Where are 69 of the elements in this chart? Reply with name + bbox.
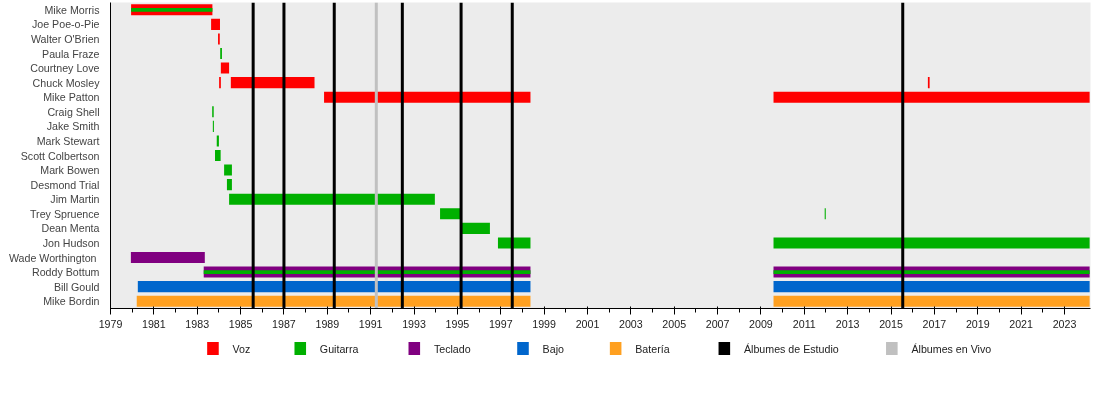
bar (773, 281, 1090, 293)
bar (773, 295, 1090, 307)
x-tick-label: 2005 (662, 317, 687, 330)
y-tick-label: Desmond Trial (30, 178, 100, 191)
y-tick-label: Jake Smith (46, 120, 100, 133)
legend-label: Guitarra (319, 342, 359, 355)
y-tick-label: Mike Patton (43, 91, 100, 104)
bar (773, 91, 1090, 103)
y-tick-label: Mike Bordin (43, 295, 100, 308)
bar (216, 135, 219, 147)
x-tick-label: 2017 (922, 317, 947, 330)
legend-label: Álbumes de Estudio (743, 342, 839, 355)
bar (226, 179, 232, 191)
y-tick-label: Jon Hudson (42, 236, 100, 249)
x-tick-label: 2009 (749, 317, 773, 330)
y-tick-label: Roddy Bottum (31, 266, 100, 279)
y-tick-label: Bill Gould (53, 280, 100, 293)
legend-label: Teclado (433, 342, 471, 355)
y-tick-label: Mark Bowen (40, 164, 100, 177)
bar (224, 164, 232, 176)
bar (324, 91, 531, 103)
x-tick-label: 2015 (879, 317, 903, 330)
x-tick-label: 2001 (575, 317, 600, 330)
x-tick-label: 1983 (185, 317, 210, 330)
y-tick-label: Wade Worthington (8, 251, 97, 264)
x-tick-label: 1981 (142, 317, 166, 330)
x-tick-label: 2021 (1009, 317, 1034, 330)
y-tick-label: Trey Spruence (30, 207, 100, 220)
y-tick-label: Paula Fraze (42, 47, 100, 60)
legend-label: Bajo (542, 342, 564, 355)
x-tick-label: 1989 (315, 317, 340, 330)
x-tick-label: 2019 (965, 317, 990, 330)
legend-label: Voz (232, 342, 251, 355)
y-tick-label: Walter O'Brien (30, 32, 100, 45)
bar (137, 281, 531, 293)
x-tick-label: 1979 (98, 317, 123, 330)
x-tick-label: 1993 (402, 317, 426, 330)
x-tick-label: 2013 (835, 317, 860, 330)
bar (230, 77, 315, 89)
x-tick-label: 2007 (705, 317, 730, 330)
bar (130, 251, 205, 264)
x-tick-label: 2003 (619, 317, 643, 330)
y-tick-label: Courtney Love (30, 62, 100, 75)
legend-label: Batería (635, 342, 670, 355)
y-tick-label: Jim Martin (50, 193, 100, 206)
y-tick-label: Chuck Mosley (32, 76, 101, 89)
x-tick-label: 1997 (488, 317, 513, 330)
bar (440, 208, 460, 220)
bar (773, 270, 1090, 274)
bar (215, 149, 221, 162)
x-tick-label: 2023 (1052, 317, 1077, 330)
legend-label: Álbumes en Vivo (911, 342, 992, 355)
bar (211, 18, 220, 30)
y-tick-label: Mike Morris (44, 3, 100, 16)
x-tick-label: 1999 (532, 317, 557, 330)
y-tick-label: Mark Stewart (36, 134, 100, 147)
bar (136, 295, 531, 307)
x-tick-label: 1985 (228, 317, 253, 330)
bar (220, 62, 230, 74)
x-tick-label: 2011 (792, 317, 816, 330)
x-tick-label: 1987 (272, 317, 296, 330)
y-tick-label: Scott Colbertson (20, 149, 100, 162)
bar (773, 237, 1090, 249)
x-tick-label: 1991 (358, 317, 383, 330)
y-tick-label: Dean Menta (41, 222, 100, 235)
y-tick-label: Craig Shell (47, 105, 100, 118)
bar (461, 222, 490, 234)
x-tick-label: 1995 (445, 317, 470, 330)
y-tick-label: Joe Poe-o-Pie (31, 18, 100, 31)
